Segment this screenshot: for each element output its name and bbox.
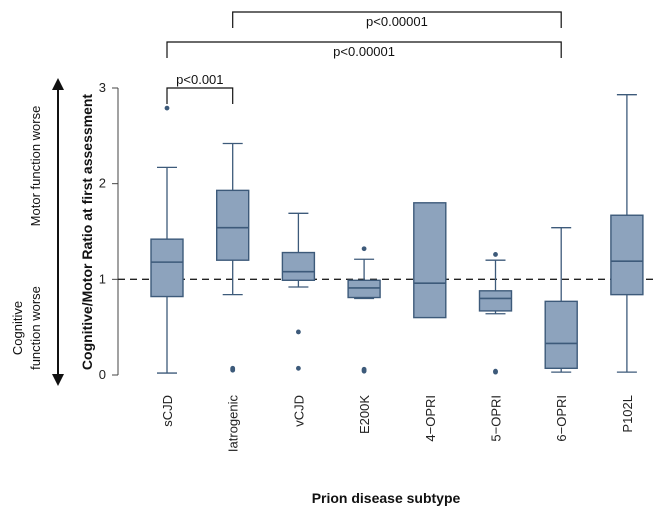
category-label: E200K bbox=[357, 395, 372, 434]
y-tick-label: 2 bbox=[99, 176, 106, 191]
iqr-box bbox=[610, 214, 644, 296]
outlier-point bbox=[296, 329, 301, 335]
significance-label: p<0.00001 bbox=[366, 14, 428, 29]
category-label: vCJD bbox=[291, 395, 306, 427]
box-plot-series bbox=[150, 94, 644, 375]
iqr-box bbox=[281, 251, 316, 281]
y-tick-label: 0 bbox=[99, 367, 106, 382]
significance-label: p<0.00001 bbox=[333, 44, 395, 59]
box-6−OPRI bbox=[544, 227, 578, 373]
outlier-point bbox=[230, 365, 236, 371]
outlier-point bbox=[164, 105, 170, 111]
iqr-box bbox=[347, 279, 381, 299]
outlier-point bbox=[493, 368, 498, 374]
iqr-box bbox=[215, 189, 250, 261]
box-E200K bbox=[347, 246, 381, 374]
y-axis-title: Cognitive/Motor Ratio at first assessmen… bbox=[79, 94, 95, 371]
x-axis-category-labels: sCJD Iatrogenic vCJD E200K 4−OPRI 5−OPRI 6−OPR… bbox=[160, 395, 635, 453]
category-label: sCJD bbox=[160, 395, 175, 427]
category-label: P102L bbox=[620, 395, 635, 433]
arrow-up-icon bbox=[52, 78, 64, 90]
category-label: 4−OPRI bbox=[423, 395, 438, 442]
y-tick-label: 3 bbox=[99, 80, 106, 95]
iqr-box bbox=[413, 202, 447, 319]
outlier-point bbox=[493, 252, 498, 257]
y-tick-label: 1 bbox=[99, 271, 106, 286]
arrow-down-icon bbox=[52, 374, 64, 386]
box-vCJD bbox=[281, 212, 316, 371]
iqr-box bbox=[150, 238, 184, 298]
significance-bracket bbox=[166, 41, 562, 58]
iqr-box bbox=[544, 300, 578, 370]
box-P102L bbox=[610, 94, 644, 373]
cognitive-worse-label-line2: function worse bbox=[28, 286, 43, 370]
motor-worse-label: Motor function worse bbox=[28, 106, 43, 227]
significance-bracket bbox=[232, 11, 562, 28]
category-label: 5−OPRI bbox=[489, 395, 504, 442]
y-axis-ticks: 0 1 2 3 bbox=[99, 80, 118, 382]
box-4−OPRI bbox=[413, 202, 447, 319]
box-Iatrogenic bbox=[215, 142, 250, 373]
significance-label: p<0.001 bbox=[176, 72, 223, 87]
significance-brackets: p<0.001 p<0.00001 p<0.00001 bbox=[166, 11, 562, 104]
box-5−OPRI bbox=[478, 252, 513, 375]
outlier-point bbox=[361, 246, 367, 252]
category-label: 6−OPRI bbox=[554, 395, 569, 442]
cognitive-worse-label-line1: Cognitive bbox=[10, 301, 25, 355]
category-label: Iatrogenic bbox=[226, 395, 241, 453]
direction-arrow bbox=[52, 78, 64, 386]
significance-bracket bbox=[166, 87, 234, 104]
box-sCJD bbox=[150, 105, 184, 374]
x-axis-title: Prion disease subtype bbox=[312, 490, 461, 506]
outlier-point bbox=[296, 365, 301, 371]
outlier-point bbox=[361, 366, 367, 372]
iqr-box bbox=[478, 290, 513, 312]
